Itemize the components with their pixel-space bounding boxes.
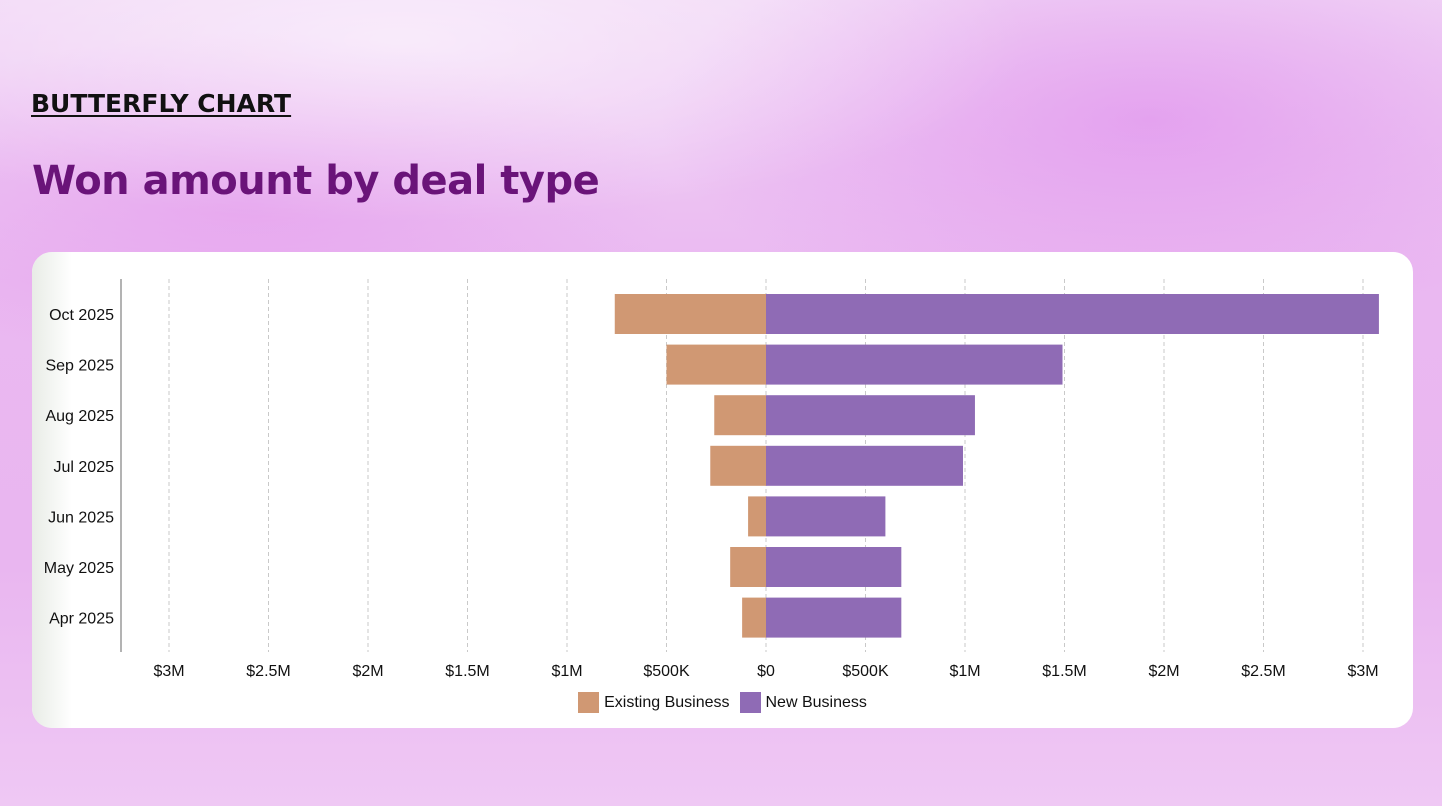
bar-new-business [766, 597, 902, 638]
x-tick-label: $1M [551, 663, 582, 680]
legend-label-new-business: New Business [765, 693, 867, 711]
bar-new-business [766, 496, 886, 537]
legend-label-existing-business: Existing Business [604, 693, 730, 711]
y-category-label: Aug 2025 [45, 408, 114, 425]
x-tick-label: $3M [153, 663, 184, 680]
bar-existing-business [710, 445, 766, 486]
grid-lines [168, 279, 1364, 652]
y-category-label: Jun 2025 [48, 509, 114, 526]
y-category-label: Apr 2025 [49, 611, 114, 628]
legend-swatch-existing-business [578, 692, 600, 713]
butterfly-chart: $3M $2.5M $2M $1.5M $1M $500K $0 $500K $1M $1.5M $… [44, 279, 1379, 680]
x-tick-label: $2M [1148, 663, 1179, 680]
bar-existing-business [742, 597, 766, 638]
bar-new-business [766, 547, 902, 587]
legend-item-new-business[interactable]: New Business [739, 692, 867, 713]
x-tick-label: $500K [643, 663, 690, 680]
bar-new-business [766, 294, 1379, 334]
y-category-label: May 2025 [44, 560, 114, 577]
bar-existing-business [748, 496, 766, 537]
x-tick-label: $2.5M [1241, 663, 1285, 680]
x-tick-label: $0 [757, 663, 775, 680]
x-tick-label: $500K [842, 663, 889, 680]
x-tick-label: $2.5M [246, 663, 290, 680]
x-tick-label: $3M [1347, 663, 1378, 680]
chart-title: Won amount by deal type [32, 158, 600, 204]
x-tick-label: $1.5M [1042, 663, 1086, 680]
chart-eyebrow: BUTTERFLY CHART [31, 89, 292, 118]
y-category-label: Sep 2025 [45, 358, 114, 375]
bar-new-business [766, 445, 964, 486]
chart-card: $3M $2.5M $2M $1.5M $1M $500K $0 $500K $1M $1.5M $… [32, 252, 1413, 728]
x-tick-label: $1.5M [445, 663, 489, 680]
x-tick-label: $2M [352, 663, 383, 680]
bars [614, 294, 1379, 638]
bar-new-business [766, 344, 1063, 385]
bar-existing-business [614, 294, 766, 334]
bar-new-business [766, 395, 975, 436]
x-tick-label: $1M [949, 663, 980, 680]
bar-existing-business [666, 344, 766, 385]
legend-swatch-new-business [739, 692, 761, 713]
legend-item-existing-business[interactable]: Existing Business [578, 692, 730, 713]
y-category-label: Jul 2025 [54, 459, 115, 476]
legend: Existing Business New Business [32, 692, 1413, 713]
labels: $3M $2.5M $2M $1.5M $1M $500K $0 $500K $1M $1.5M $… [44, 307, 1379, 680]
y-category-label: Oct 2025 [49, 307, 114, 324]
bar-existing-business [714, 395, 766, 436]
bar-existing-business [730, 547, 766, 587]
